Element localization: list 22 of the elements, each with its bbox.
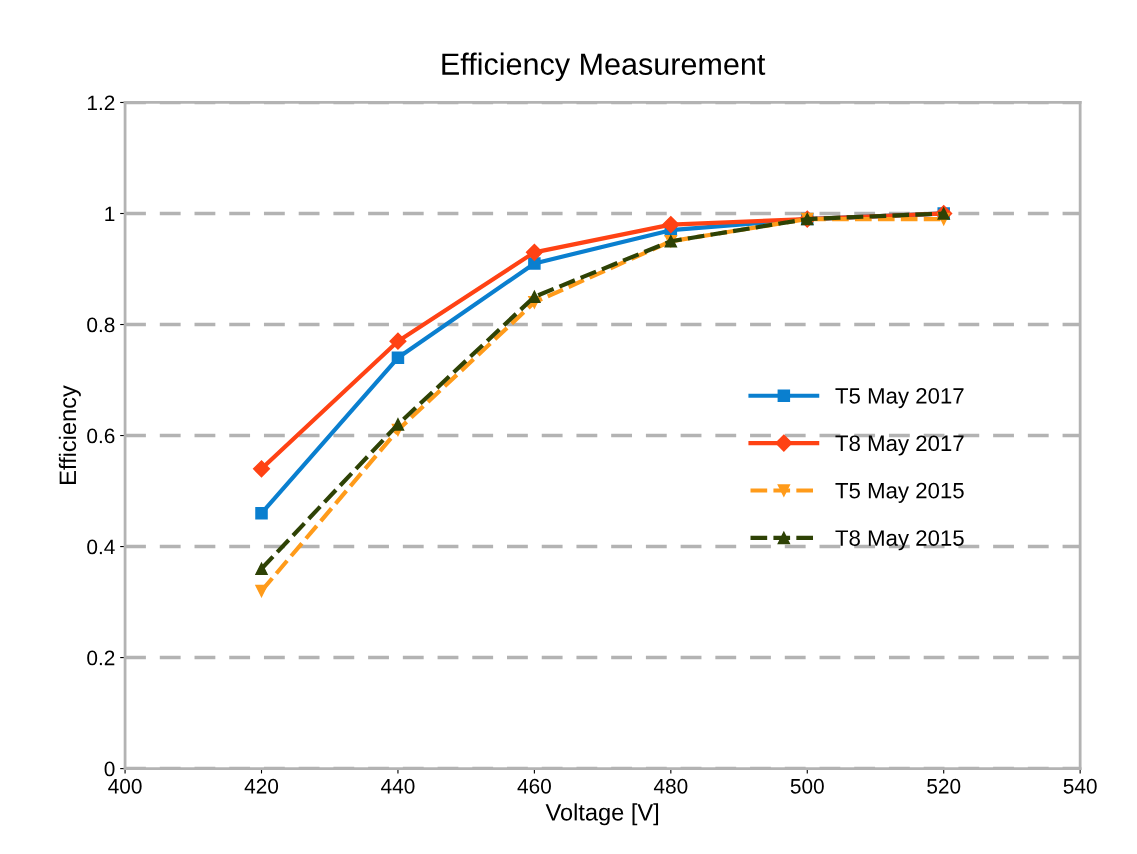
legend-label: T8 May 2017 <box>835 435 964 456</box>
legend-label: T5 May 2017 <box>835 388 964 409</box>
y-tick-label: 1.2 <box>87 95 115 111</box>
x-tick-label: 420 <box>244 778 279 794</box>
x-tick-label: 440 <box>381 778 415 794</box>
x-tick-label: 520 <box>927 778 961 794</box>
chart-title: Efficiency Measurement <box>442 52 766 82</box>
y-axis-title: Efficiency <box>58 385 81 484</box>
x-tick-label: 500 <box>790 778 824 794</box>
y-tick-label: 0.2 <box>87 650 115 666</box>
y-tick-label: 0 <box>104 761 115 777</box>
x-tick-label: 460 <box>517 778 551 794</box>
legend-label: T5 May 2015 <box>835 482 964 503</box>
legend-label: T8 May 2015 <box>835 530 964 551</box>
y-tick-label: 0.8 <box>87 317 115 333</box>
y-tick-label: 0.4 <box>87 539 115 555</box>
y-tick-label: 1 <box>105 206 115 222</box>
y-tick-label: 0.6 <box>87 428 115 444</box>
x-axis-title: Voltage [V] <box>545 803 659 826</box>
x-tick-label: 400 <box>108 778 142 794</box>
x-tick-label: 540 <box>1063 778 1097 794</box>
x-tick-label: 480 <box>653 778 688 794</box>
